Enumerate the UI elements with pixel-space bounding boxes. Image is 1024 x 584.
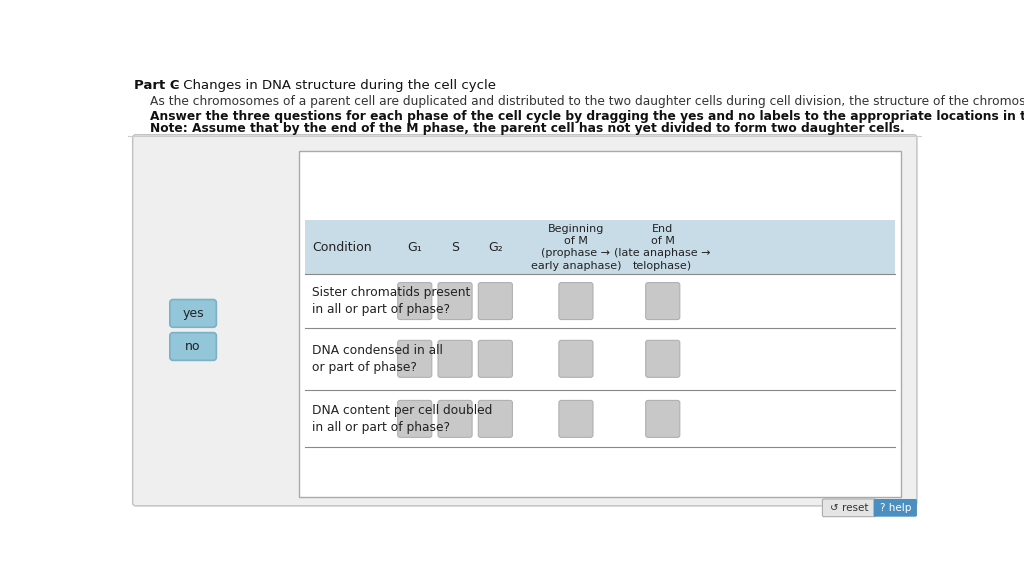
Text: - Changes in DNA structure during the cell cycle: - Changes in DNA structure during the ce…: [170, 79, 496, 92]
Text: Condition: Condition: [312, 241, 372, 253]
FancyBboxPatch shape: [646, 283, 680, 319]
FancyBboxPatch shape: [397, 283, 432, 319]
FancyBboxPatch shape: [559, 283, 593, 319]
FancyBboxPatch shape: [822, 499, 876, 517]
FancyBboxPatch shape: [559, 401, 593, 437]
FancyBboxPatch shape: [646, 340, 680, 377]
FancyBboxPatch shape: [478, 283, 512, 319]
FancyBboxPatch shape: [559, 340, 593, 377]
Text: yes: yes: [182, 307, 204, 320]
Text: DNA content per cell doubled
in all or part of phase?: DNA content per cell doubled in all or p…: [312, 404, 493, 434]
Text: Beginning
of M
(prophase →
early anaphase): Beginning of M (prophase → early anaphas…: [530, 224, 622, 271]
FancyBboxPatch shape: [438, 401, 472, 437]
Text: Answer the three questions for each phase of the cell cycle by dragging the yes : Answer the three questions for each phas…: [150, 110, 1024, 123]
Text: S: S: [451, 241, 459, 253]
FancyBboxPatch shape: [646, 401, 680, 437]
Text: G₁: G₁: [408, 241, 422, 253]
FancyBboxPatch shape: [133, 135, 916, 506]
Text: ? help: ? help: [880, 503, 911, 513]
FancyBboxPatch shape: [438, 340, 472, 377]
Text: no: no: [185, 340, 201, 353]
Text: End
of M
(late anaphase →
telophase): End of M (late anaphase → telophase): [614, 224, 711, 271]
FancyBboxPatch shape: [478, 340, 512, 377]
FancyBboxPatch shape: [397, 401, 432, 437]
Text: Note: Assume that by the end of the M phase, the parent cell has not yet divided: Note: Assume that by the end of the M ph…: [150, 123, 904, 135]
Text: Part C: Part C: [134, 79, 179, 92]
FancyBboxPatch shape: [299, 151, 901, 498]
Text: As the chromosomes of a parent cell are duplicated and distributed to the two da: As the chromosomes of a parent cell are …: [150, 95, 1024, 107]
Text: ↺ reset: ↺ reset: [829, 503, 868, 513]
FancyBboxPatch shape: [170, 300, 216, 327]
FancyBboxPatch shape: [305, 220, 895, 274]
FancyBboxPatch shape: [478, 401, 512, 437]
Text: DNA condensed in all
or part of phase?: DNA condensed in all or part of phase?: [312, 344, 443, 374]
FancyBboxPatch shape: [438, 283, 472, 319]
FancyBboxPatch shape: [397, 340, 432, 377]
Text: Sister chromatids present
in all or part of phase?: Sister chromatids present in all or part…: [312, 286, 471, 316]
FancyBboxPatch shape: [873, 499, 916, 517]
FancyBboxPatch shape: [170, 333, 216, 360]
Text: G₂: G₂: [488, 241, 503, 253]
